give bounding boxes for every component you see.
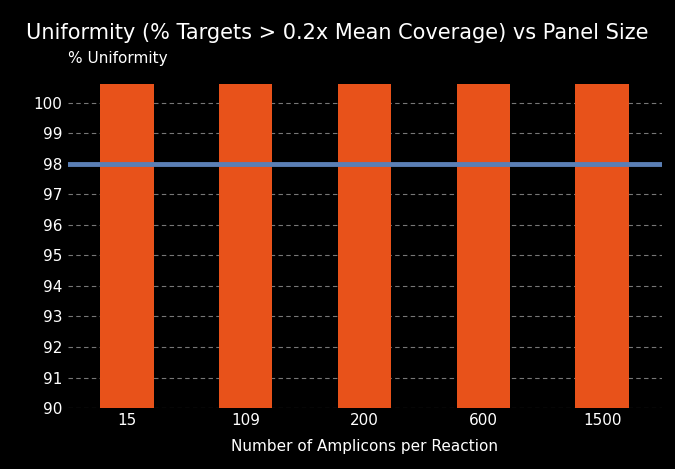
X-axis label: Number of Amplicons per Reaction: Number of Amplicons per Reaction bbox=[231, 439, 498, 454]
Bar bbox=[219, 0, 273, 408]
Bar bbox=[100, 0, 154, 408]
Bar bbox=[456, 0, 510, 408]
Bar bbox=[338, 0, 392, 408]
Text: % Uniformity: % Uniformity bbox=[68, 51, 167, 66]
Bar bbox=[575, 0, 629, 408]
Text: Uniformity (% Targets > 0.2x Mean Coverage) vs Panel Size: Uniformity (% Targets > 0.2x Mean Covera… bbox=[26, 23, 649, 44]
